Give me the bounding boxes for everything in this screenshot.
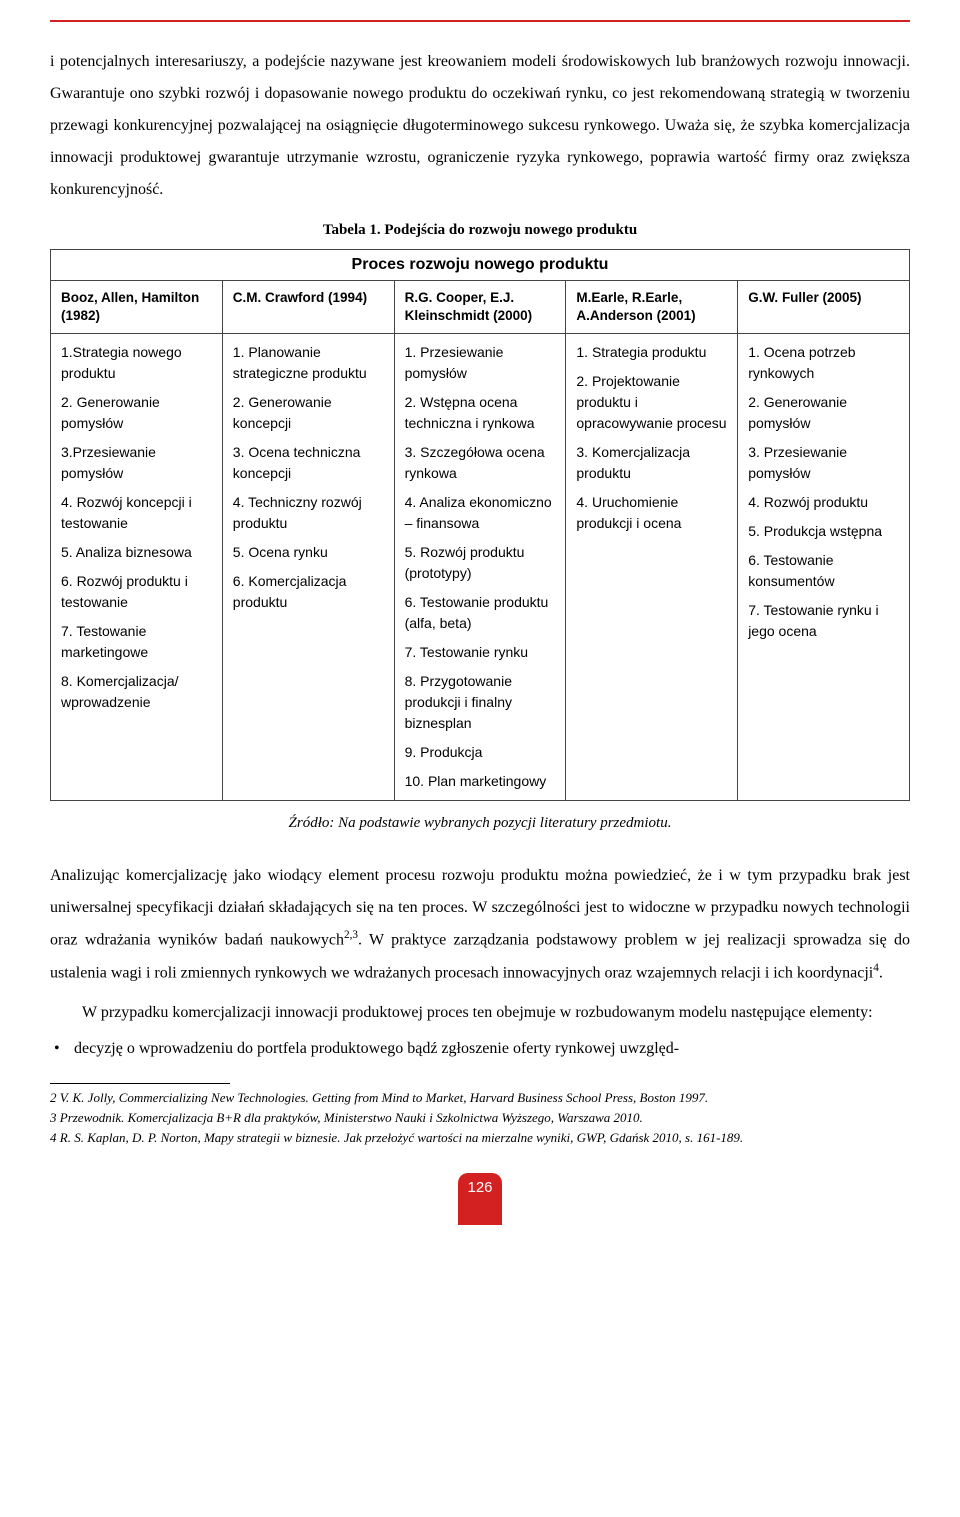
cell-col-3: 1. Strategia produktu 2. Projektowanie pr… [566, 334, 738, 801]
table-cell-item: 6. Testowanie konsumentów [748, 550, 899, 592]
table-cell-item: 3. Ocena techniczna koncepcji [233, 442, 384, 484]
table-cell-item: 7. Testowanie marketingowe [61, 621, 212, 663]
cell-col-1: 1. Planowanie strategiczne produktu 2. Ge… [222, 334, 394, 801]
table-cell-item: 1. Przesiewanie pomysłów [405, 342, 556, 384]
table-cell-item: 1. Planowanie strategiczne produktu [233, 342, 384, 384]
table-cell-item: 2. Generowanie pomysłów [61, 392, 212, 434]
table-cell-item: 1.Strategia nowego produktu [61, 342, 212, 384]
paragraph-2: Analizując komercjalizację jako wiodący … [50, 860, 910, 989]
table-cell-item: 6. Komercjalizacja produktu [233, 571, 384, 613]
table-cell-item: 3. Komercjalizacja produktu [576, 442, 727, 484]
col-header-0: Booz, Allen, Hamilton (1982) [51, 281, 223, 334]
table-source: Źródło: Na podstawie wybranych pozycji l… [50, 815, 910, 832]
table-cell-item: 10. Plan marketingowy [405, 771, 556, 792]
table-cell-item: 5. Produkcja wstępna [748, 521, 899, 542]
footnote-2: 2 V. K. Jolly, Commercializing New Techn… [50, 1088, 910, 1108]
table-caption: Tabela 1. Podejścia do rozwoju nowego pr… [50, 222, 910, 239]
table-cell-item: 4. Rozwój produktu [748, 492, 899, 513]
table-cell-item: 2. Generowanie pomysłów [748, 392, 899, 434]
table-cell-item: 1. Ocena potrzeb rynkowych [748, 342, 899, 384]
cell-list-2: 1. Przesiewanie pomysłów 2. Wstępna ocena… [405, 342, 556, 792]
table-cell-item: 8. Przygotowanie produkcji i finalny biz… [405, 671, 556, 734]
table-cell-item: 8. Komercjalizacja/ wprowadzenie [61, 671, 212, 713]
table-cell-item: 4. Analiza ekonomiczno – finansowa [405, 492, 556, 534]
footnote-separator [50, 1083, 230, 1084]
col-header-2: R.G. Cooper, E.J. Kleinschmidt (2000) [394, 281, 566, 334]
cell-list-3: 1. Strategia produktu 2. Projektowanie pr… [576, 342, 727, 534]
table-cell-item: 3.Przesiewanie pomysłów [61, 442, 212, 484]
page-number: 126 [458, 1179, 502, 1196]
table-cell-item: 2. Generowanie koncepcji [233, 392, 384, 434]
footnote-3: 3 Przewodnik. Komercjalizacja B+R dla pr… [50, 1108, 910, 1128]
table-cell-item: 2. Wstępna ocena techniczna i rynkowa [405, 392, 556, 434]
table-cell-item: 6. Testowanie produktu (alfa, beta) [405, 592, 556, 634]
table-cell-item: 3. Szczegółowa ocena rynkowa [405, 442, 556, 484]
page-number-badge: 126 [458, 1173, 502, 1225]
bullet-marker: • [50, 1033, 74, 1065]
cell-list-1: 1. Planowanie strategiczne produktu 2. Ge… [233, 342, 384, 613]
table-cell-item: 6. Rozwój produktu i testowanie [61, 571, 212, 613]
table-cell-item: 7. Testowanie rynku [405, 642, 556, 663]
header-rule [50, 20, 910, 22]
table-cell-item: 2. Projektowanie produktu i opracowywani… [576, 371, 727, 434]
table-cell-item: 5. Rozwój produktu (prototypy) [405, 542, 556, 584]
col-header-1: C.M. Crawford (1994) [222, 281, 394, 334]
footnote-4: 4 R. S. Kaplan, D. P. Norton, Mapy strat… [50, 1128, 910, 1148]
table-cell-item: 7. Testowanie rynku i jego ocena [748, 600, 899, 642]
page-number-container: 126 [50, 1173, 910, 1233]
table-title: Proces rozwoju nowego produktu [51, 250, 910, 281]
table-cell-item: 1. Strategia produktu [576, 342, 727, 363]
process-table: Proces rozwoju nowego produktu Booz, All… [50, 249, 910, 801]
table-body-row: 1.Strategia nowego produktu 2. Generowani… [51, 334, 910, 801]
table-cell-item: 3. Przesiewanie pomysłów [748, 442, 899, 484]
table-header-row: Booz, Allen, Hamilton (1982) C.M. Crawfo… [51, 281, 910, 334]
document-page: i potencjalnych interesariuszy, a podejś… [0, 0, 960, 1253]
table-cell-item: 5. Ocena rynku [233, 542, 384, 563]
cell-col-4: 1. Ocena potrzeb rynkowych 2. Generowanie… [738, 334, 910, 801]
cell-list-0: 1.Strategia nowego produktu 2. Generowani… [61, 342, 212, 713]
cell-list-4: 1. Ocena potrzeb rynkowych 2. Generowanie… [748, 342, 899, 642]
table-cell-item: 4. Techniczny rozwój produktu [233, 492, 384, 534]
col-header-3: M.Earle, R.Earle, A.Anderson (2001) [566, 281, 738, 334]
bullet-text-1: decyzję o wprowadzeniu do portfela produ… [74, 1033, 910, 1065]
table-cell-item: 4. Uruchomienie produkcji i ocena [576, 492, 727, 534]
bullet-item-1: • decyzję o wprowadzeniu do portfela pro… [50, 1033, 910, 1065]
table-cell-item: 4. Rozwój koncepcji i testowanie [61, 492, 212, 534]
table-cell-item: 9. Produkcja [405, 742, 556, 763]
col-header-4: G.W. Fuller (2005) [738, 281, 910, 334]
paragraph-1: i potencjalnych interesariuszy, a podejś… [50, 46, 910, 206]
paragraph-3: W przypadku komercjalizacji innowacji pr… [50, 997, 910, 1029]
table-title-row: Proces rozwoju nowego produktu [51, 250, 910, 281]
table-cell-item: 5. Analiza biznesowa [61, 542, 212, 563]
cell-col-0: 1.Strategia nowego produktu 2. Generowani… [51, 334, 223, 801]
cell-col-2: 1. Przesiewanie pomysłów 2. Wstępna ocena… [394, 334, 566, 801]
